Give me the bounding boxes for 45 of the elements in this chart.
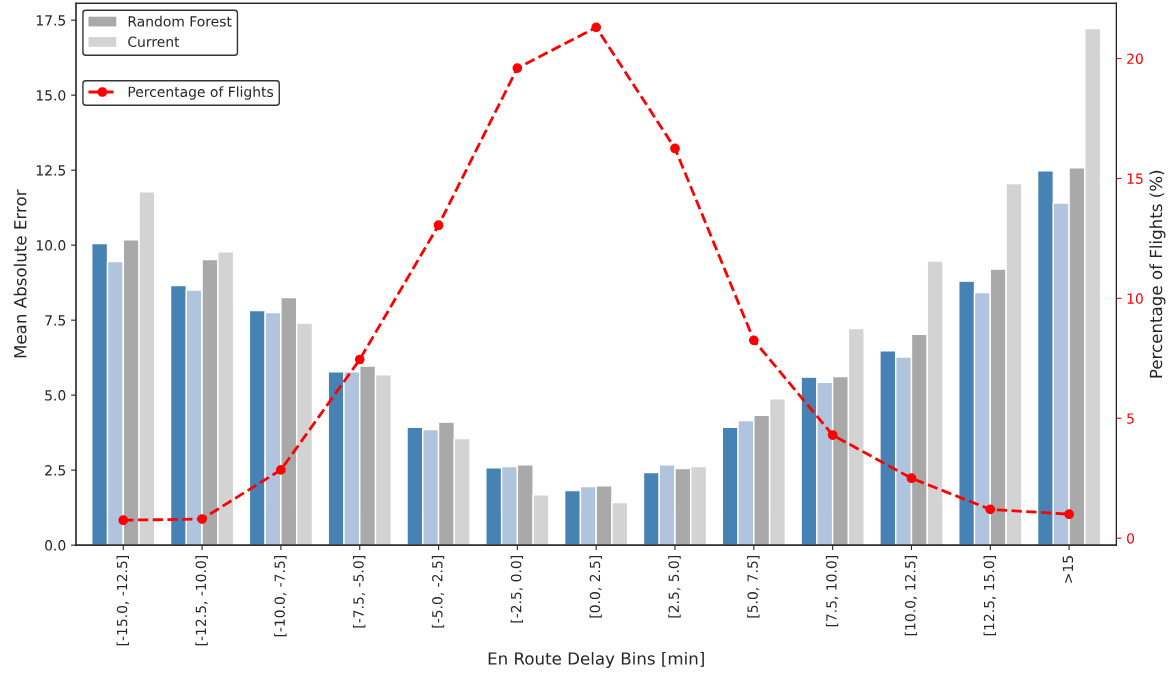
x-tick-label: [12.5, 15.0] <box>983 556 996 636</box>
y-tick-label: 7.5 <box>45 315 66 326</box>
point <box>906 473 917 484</box>
legend-label: Percentage of Flights <box>128 86 274 100</box>
x-tick-label: [-15.0, -12.5] <box>116 556 129 646</box>
y-tick-label: 17.5 <box>36 15 66 26</box>
point <box>827 430 838 440</box>
y-tick-label: 12.5 <box>36 165 66 176</box>
y-tick-label: 2.5 <box>45 465 66 476</box>
y-tick-label: 10.0 <box>36 240 66 251</box>
x-tick-label: [2.5, 5.0] <box>668 556 681 618</box>
point <box>591 22 602 33</box>
y2-tick-label: 20 <box>1127 53 1143 64</box>
point <box>118 515 129 526</box>
y-tick-label: 0.0 <box>45 540 66 551</box>
y2-tick-label: 0 <box>1127 533 1135 544</box>
point <box>748 335 759 346</box>
y-axis-title: Mean Absolute Error <box>13 189 27 358</box>
x-tick-label: [-5.0, -2.5] <box>431 556 445 628</box>
point <box>1064 509 1074 520</box>
x-tick-label: [-2.5, 0.0] <box>510 556 524 623</box>
point <box>354 354 365 365</box>
point <box>985 504 996 515</box>
point <box>670 143 680 154</box>
legend-label: Current <box>128 36 180 47</box>
x-tick-label: [0.0, 2.5] <box>589 556 602 618</box>
y2-tick-label: 10 <box>1127 293 1143 304</box>
x-tick-label: [10.0, 12.5] <box>904 556 918 636</box>
legend-label: Random Forest <box>128 15 232 27</box>
point <box>512 63 523 73</box>
y2-axis-title: Percentage of Flights (%) <box>1149 170 1166 378</box>
y-tick-label: 15.0 <box>36 90 66 101</box>
x-tick-label: [-12.5, -10.0] <box>195 556 208 646</box>
x-tick-label: [7.5, 10.0] <box>825 556 839 627</box>
x-tick-label: [-10.0, -7.5] <box>274 556 287 637</box>
y2-tick-label: 5 <box>1127 413 1134 424</box>
point <box>433 220 444 231</box>
point <box>276 464 286 475</box>
x-tick-label: [-7.5, -5.0] <box>353 556 366 628</box>
y2-tick-label: 15 <box>1127 173 1143 184</box>
point <box>197 514 207 524</box>
y-tick-label: 5.0 <box>45 390 66 401</box>
x-tick-label: >15 <box>1062 556 1074 583</box>
x-tick-label: [5.0, 7.5] <box>747 556 760 618</box>
x-axis-title: En Route Delay Bins [min] <box>488 651 704 669</box>
